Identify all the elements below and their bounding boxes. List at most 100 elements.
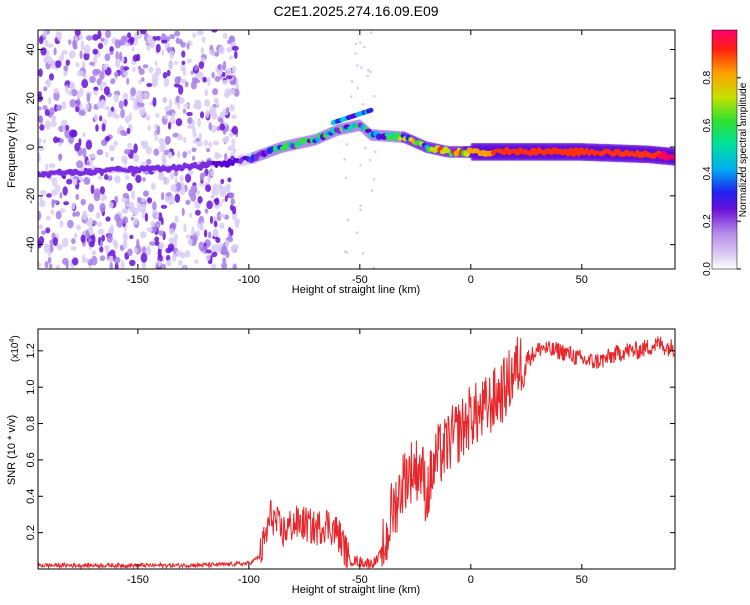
spectrogram-noise-blob	[113, 256, 121, 264]
spectrogram-noise-blob	[226, 47, 232, 53]
spectrogram-x-tick-label: -150	[127, 274, 149, 286]
spectrogram-noise-blob	[115, 51, 119, 60]
spectrogram-noise-blob	[154, 131, 158, 142]
spectrogram-noise-blob	[182, 151, 187, 159]
spectrogram-noise-blob	[59, 192, 63, 199]
spectrogram-noise-blob	[219, 201, 223, 207]
spectrogram-noise-blob	[360, 66, 363, 69]
spectrogram-noise-blob	[186, 150, 192, 155]
spectrogram-noise-blob	[155, 35, 161, 41]
spectrogram-ridge-layer	[38, 107, 675, 179]
spectrogram-noise-blob	[130, 87, 137, 97]
spectrogram-noise-blob	[74, 232, 78, 239]
spectrogram-noise-blob	[75, 211, 80, 217]
spectrogram-noise-blob	[221, 198, 226, 203]
spectrogram-noise-blob	[100, 196, 105, 202]
spectrogram-noise-blob	[114, 175, 121, 184]
spectrogram-noise-blob	[361, 252, 365, 255]
spectrogram-noise-blob	[167, 243, 175, 252]
spectrogram-noise-blob	[155, 112, 160, 118]
spectrogram-noise-blob	[39, 124, 45, 131]
spectrogram-noise-blob	[359, 204, 362, 207]
spectrogram-noise-blob	[59, 220, 64, 228]
spectrogram-noise-blob	[152, 97, 157, 107]
spectrogram-noise-blob	[67, 89, 73, 96]
spectrogram-noise-blob	[99, 186, 105, 195]
spectrogram-noise-blob	[162, 97, 168, 103]
snr-x-tick-label: -50	[352, 574, 368, 586]
spectrogram-noise-blob	[93, 86, 99, 91]
spectrogram-noise-blob	[169, 34, 175, 40]
spectrogram-noise-blob	[122, 239, 128, 250]
snr-line-layer	[38, 336, 675, 569]
spectrogram-noise-blob	[221, 71, 226, 78]
spectrogram-noise-blob	[93, 220, 97, 226]
spectrogram-noise-blob	[166, 47, 174, 52]
spectrogram-noise-blob	[226, 185, 231, 193]
spectrogram-noise-blob	[200, 221, 204, 230]
spectrogram-noise-blob	[204, 89, 208, 97]
spectrogram-noise-blob	[38, 262, 41, 268]
spectrogram-noise-blob	[372, 178, 376, 181]
spectrogram-noise-blob	[210, 263, 217, 269]
spectrogram-noise-blob	[179, 174, 184, 183]
spectrogram-noise-blob	[163, 77, 170, 87]
spectrogram-noise-layer	[38, 30, 377, 269]
spectrogram-noise-blob	[38, 152, 41, 162]
spectrogram-noise-blob	[190, 80, 197, 90]
spectrogram-noise-blob	[110, 78, 116, 85]
spectrogram-noise-blob	[109, 46, 114, 53]
spectrogram-noise-blob	[101, 139, 108, 147]
spectrogram-noise-blob	[93, 113, 99, 122]
spectrogram-noise-blob	[344, 176, 348, 180]
spectrogram-noise-blob	[146, 197, 153, 204]
spectrogram-noise-blob	[54, 60, 62, 68]
spectrogram-noise-blob	[198, 71, 204, 80]
spectrogram-panel: -150 -100 -50 0 50 -40 -20 0 20 40 Height of str…	[6, 29, 676, 296]
snr-y-tick-label: 1.2	[25, 343, 37, 358]
spectrogram-noise-blob	[139, 106, 146, 116]
spectrogram-noise-blob	[72, 178, 78, 186]
spectrogram-noise-blob	[70, 246, 77, 251]
spectrogram-noise-blob	[206, 249, 212, 254]
spectrogram-noise-blob	[62, 124, 66, 133]
spectrogram-noise-blob	[187, 117, 193, 125]
spectrogram-noise-blob	[74, 30, 81, 37]
spectrogram-noise-blob	[109, 224, 114, 235]
spectrogram-noise-blob	[233, 88, 240, 97]
spectrogram-noise-blob	[180, 78, 187, 84]
spectrogram-noise-blob	[143, 140, 149, 148]
spectrogram-noise-blob	[202, 76, 207, 83]
spectrogram-noise-blob	[96, 101, 102, 109]
spectrogram-noise-blob	[166, 111, 172, 116]
spectrogram-noise-blob	[99, 246, 104, 253]
spectrogram-noise-blob	[100, 37, 105, 42]
spectrogram-noise-blob	[214, 51, 219, 57]
spectrogram-noise-blob	[361, 103, 365, 106]
spectrogram-noise-blob	[85, 140, 93, 150]
spectrogram-noise-blob	[59, 208, 66, 213]
spectrogram-noise-blob	[87, 203, 95, 213]
spectrogram-noise-blob	[105, 151, 109, 158]
spectrogram-noise-blob	[62, 257, 69, 266]
snr-y-tick-label: 0.8	[25, 416, 37, 431]
spectrogram-noise-blob	[157, 260, 162, 268]
spectrogram-noise-blob	[52, 199, 59, 204]
spectrogram-noise-blob	[50, 120, 57, 128]
spectrogram-noise-blob	[209, 215, 214, 224]
spectrogram-noise-blob	[43, 30, 48, 38]
spectrogram-ridge-peak	[584, 147, 589, 154]
spectrogram-noise-blob	[53, 88, 60, 94]
spectrogram-noise-blob	[153, 148, 160, 156]
spectrogram-noise-blob	[38, 142, 41, 147]
spectrogram-noise-blob	[191, 147, 197, 153]
spectrogram-noise-blob	[79, 177, 85, 182]
spectrogram-noise-blob	[129, 36, 135, 43]
spectrogram-noise-blob	[225, 250, 230, 259]
spectrogram-noise-blob	[128, 112, 132, 122]
spectrogram-noise-blob	[44, 40, 49, 45]
spectrogram-noise-blob	[43, 244, 50, 248]
spectrogram-noise-blob	[350, 80, 354, 83]
spectrogram-noise-blob	[141, 261, 147, 269]
snr-y-label: SNR (10 * v/v)	[6, 415, 18, 485]
